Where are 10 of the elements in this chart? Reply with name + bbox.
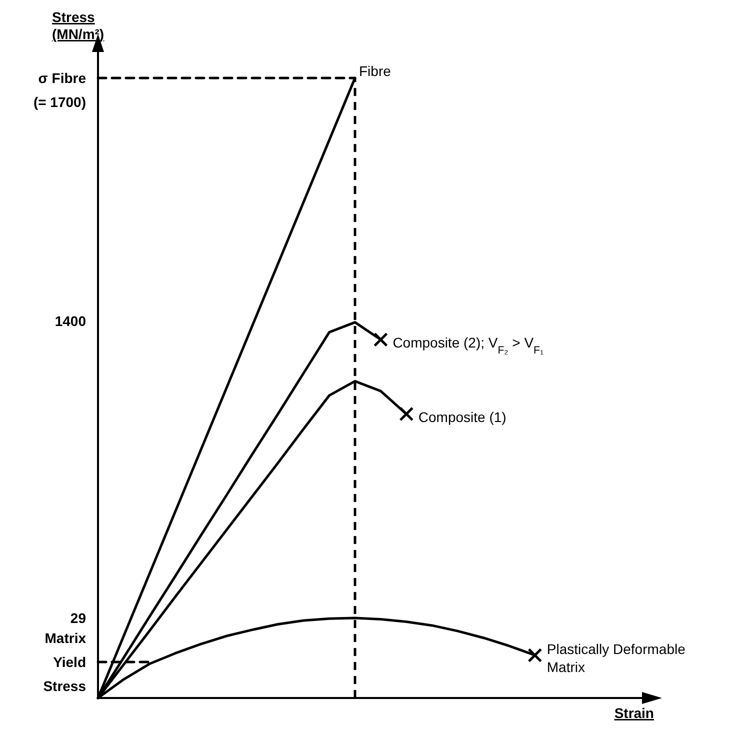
annotation: σ Fibre (= 1700) [33,70,86,110]
annotation: Matrix Yield Stress [43,630,86,694]
series-label: Fibre [359,63,392,79]
x-axis-title: Strain [614,705,654,721]
series-label: Plastically Deformable Matrix [546,641,686,676]
y-axis-title: Stress (MN/m²) [52,9,104,42]
series-label: Composite (1) [418,409,506,426]
annotation: 29 [70,610,86,626]
series-label: Composite (2); V$_{F₂}$ > V$_{F₁}$ [392,334,544,357]
annotation: 1400 [54,313,86,329]
